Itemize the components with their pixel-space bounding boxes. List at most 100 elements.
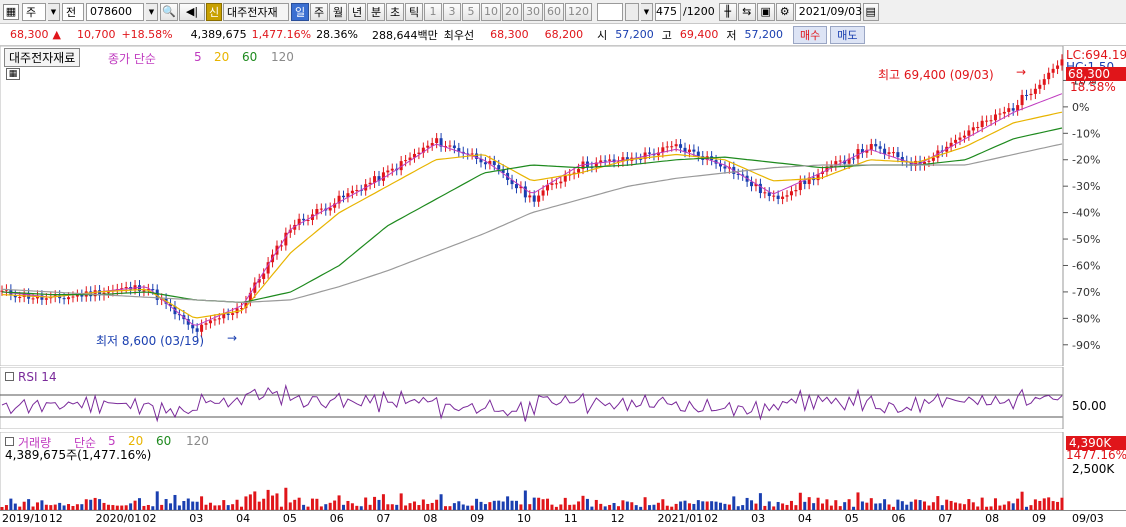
volume-bar [967, 499, 971, 510]
calendar-button[interactable]: ▤ [862, 2, 879, 21]
candle [222, 313, 226, 319]
stock-code-input[interactable]: 078600 [86, 2, 144, 21]
volume-bar [84, 499, 88, 510]
candle [204, 323, 208, 325]
period-week-tab[interactable]: 주 [310, 2, 328, 21]
volume-bar [297, 497, 301, 510]
volume-bar [475, 498, 479, 510]
lc-label: LC:694.19 [1066, 48, 1126, 62]
chart-grid-icon[interactable]: ▦ [3, 3, 19, 20]
x-tick-label: 07 [376, 512, 391, 525]
candle [169, 303, 173, 307]
buy-button[interactable]: 매수 [793, 25, 828, 44]
rsi-chart[interactable] [0, 366, 1126, 430]
interval-30-button[interactable]: 30 [523, 2, 543, 21]
candle [404, 160, 408, 162]
custom-interval-dropdown[interactable]: ▼ [641, 2, 653, 21]
candle [665, 146, 669, 148]
x-tick-label: 02 [704, 512, 719, 525]
save-button[interactable]: ▣ [756, 2, 775, 21]
volume-bar [204, 504, 208, 510]
chart-type-dropdown[interactable]: ▼ [48, 2, 60, 21]
volume-bar [537, 497, 541, 510]
sell-button[interactable]: 매도 [830, 25, 865, 44]
interval-1-button[interactable]: 1 [424, 2, 442, 21]
candle [608, 159, 612, 161]
grid-toggle-icon[interactable]: ▦ [6, 68, 20, 80]
volume-bar [546, 498, 550, 510]
volume-bar [262, 498, 266, 510]
volume-bar [812, 503, 816, 510]
custom-interval-input[interactable] [597, 2, 623, 21]
volume-bar [834, 500, 838, 510]
search-button[interactable]: 🔍 [160, 2, 178, 21]
period-year-tab[interactable]: 년 [348, 2, 366, 21]
volume-bar [1056, 501, 1060, 510]
candle [856, 149, 860, 159]
volume-bar [945, 499, 949, 510]
volume-bar [829, 505, 833, 510]
volume-bar [266, 489, 270, 510]
candle [80, 294, 84, 297]
volume-bar [1033, 499, 1037, 510]
candle [257, 278, 261, 283]
resize-button[interactable]: ⇆ [737, 2, 756, 21]
rsi-toggle-icon[interactable] [5, 372, 14, 381]
candle [718, 163, 722, 167]
high-price: 69,400 [679, 28, 719, 41]
interval-10-button[interactable]: 10 [481, 2, 501, 21]
candle [887, 152, 891, 154]
candle [483, 162, 487, 165]
volume-bar [692, 503, 696, 510]
volume-bar [377, 499, 381, 510]
interval-20-button[interactable]: 20 [502, 2, 522, 21]
interval-120-button[interactable]: 120 [565, 2, 592, 21]
crosshair-button[interactable]: ╫ [718, 2, 737, 21]
interval-5-button[interactable]: 5 [462, 2, 480, 21]
candle [914, 160, 918, 166]
volume-bar [288, 502, 292, 510]
custom-interval-select[interactable] [625, 2, 639, 21]
volume-bar [208, 502, 212, 510]
volume-toggle-icon[interactable] [5, 437, 14, 446]
volume-bar [44, 504, 48, 510]
candles-icon: ╫ [724, 5, 732, 18]
stock-code-dropdown[interactable]: ▼ [146, 2, 158, 21]
volume-bar [750, 500, 754, 510]
volume-bar [457, 501, 461, 510]
candle [253, 282, 257, 293]
x-tick-label: 06 [891, 512, 906, 525]
volume-bar [789, 500, 793, 510]
candle [594, 162, 598, 168]
price-chart[interactable]: 10%0%-10%-20%-30%-40%-50%-60%-70%-80%-90… [0, 45, 1126, 367]
interval-60-button[interactable]: 60 [544, 2, 564, 21]
candle [448, 145, 452, 147]
speaker-button[interactable]: ◀| [179, 2, 205, 21]
volume-chart[interactable] [0, 431, 1126, 511]
volume-bar [412, 501, 416, 510]
y-tick-label: -90% [1072, 339, 1100, 352]
period-minute-tab[interactable]: 분 [367, 2, 385, 21]
candle [723, 166, 727, 169]
period-day-tab[interactable]: 일 [291, 2, 309, 21]
candle [976, 127, 980, 129]
candle [40, 295, 44, 300]
candle [639, 158, 643, 160]
interval-3-button[interactable]: 3 [443, 2, 461, 21]
period-second-tab[interactable]: 초 [386, 2, 404, 21]
y-tick-label: -10% [1072, 127, 1100, 140]
market-select[interactable]: 전 [62, 2, 84, 21]
open-price: 57,200 [615, 28, 654, 41]
volume-bar [173, 494, 177, 510]
period-month-tab[interactable]: 월 [329, 2, 347, 21]
volume-bar [483, 504, 487, 510]
volume-bar [426, 503, 430, 510]
period-tick-tab[interactable]: 틱 [405, 2, 423, 21]
candle [1016, 105, 1020, 111]
chart-type-select[interactable]: 주 [22, 2, 46, 21]
settings-button[interactable]: ⚙ [775, 2, 794, 21]
volume-bar [364, 497, 368, 510]
date-input[interactable]: 2021/09/03 [794, 2, 862, 21]
candle [625, 157, 629, 161]
bar-count-input[interactable]: 475 [655, 2, 681, 21]
